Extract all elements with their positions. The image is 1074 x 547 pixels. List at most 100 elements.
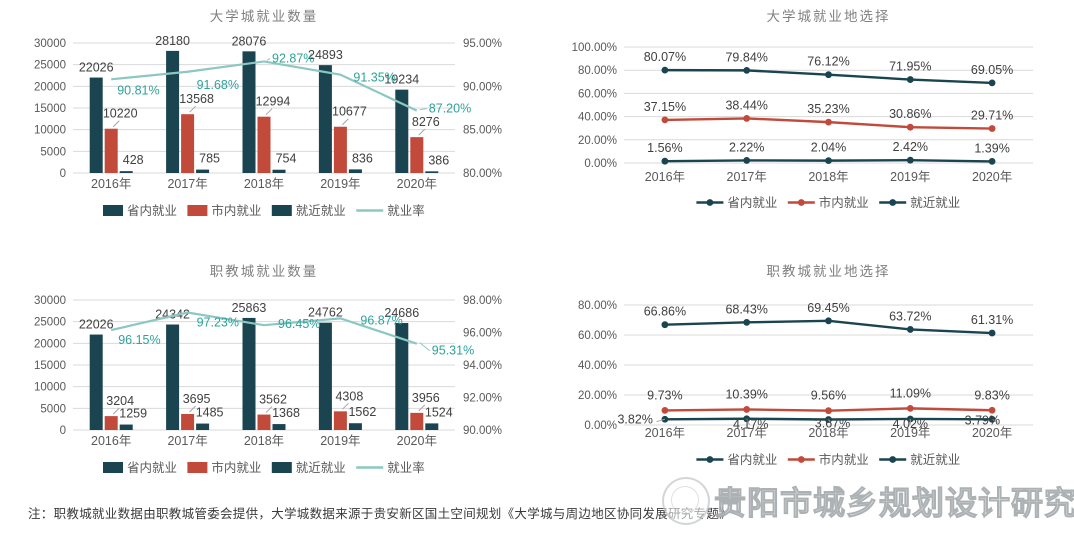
rate-label: 87.20% [429, 102, 471, 116]
line-point [988, 329, 996, 337]
bar-series1 [104, 128, 118, 173]
label-leader [419, 342, 431, 352]
legend-item: 省内就业 [103, 460, 177, 475]
bar-series1 [104, 416, 118, 430]
legend-label: 市内就业 [211, 460, 261, 475]
legend-dot [797, 199, 805, 206]
bar-series2 [119, 424, 133, 430]
legend-item: 就近就业 [271, 460, 346, 475]
legend-swatch [103, 205, 123, 216]
y2-axis-tick: 80.00% [463, 168, 502, 180]
y-axis-tick: 80.00% [578, 65, 617, 77]
y-axis-tick: 60.00% [578, 88, 617, 100]
bar-series1 [181, 114, 195, 173]
bar-series1 [410, 137, 424, 173]
point-label: 3.79% [965, 413, 1000, 427]
label-leader [112, 407, 120, 415]
bar-label: 10220 [103, 107, 138, 121]
x-axis-label: 2019年 [320, 177, 360, 191]
bar-label: 22026 [79, 61, 114, 75]
line-point [988, 415, 996, 423]
rate-label: 96.15% [118, 333, 160, 347]
x-axis-label: 2020年 [397, 177, 437, 191]
rate-line [111, 60, 418, 112]
bar-series0 [395, 323, 409, 430]
bar-series2 [272, 424, 286, 430]
bar-label: 24893 [308, 48, 343, 62]
x-axis-label: 2016年 [645, 426, 685, 440]
bar-series1 [333, 126, 347, 173]
y2-axis-tick: 96.00% [463, 328, 502, 340]
legend-item: 市内就业 [187, 460, 261, 475]
legend-item: 省内就业 [103, 203, 177, 218]
bar-label: 1562 [348, 405, 376, 419]
rate-label: 97.23% [197, 316, 239, 330]
rate-label: 90.81% [117, 83, 159, 97]
label-leader [418, 404, 426, 412]
chart-title: 大学城就业数量 [210, 9, 319, 24]
rate-label: 96.87% [360, 313, 402, 327]
x-axis-label: 2017年 [167, 177, 207, 191]
point-label: 68.43% [725, 302, 767, 316]
x-axis-label: 2018年 [808, 170, 848, 184]
bar-label: 1259 [119, 407, 147, 421]
y-axis-tick: 60.00% [578, 330, 617, 342]
bar-series0 [395, 89, 409, 173]
x-axis-label: 2018年 [244, 434, 284, 448]
legend-item: 就业率 [356, 460, 425, 475]
watermark: 贵阳市城乡规划设计研究院 [662, 477, 1074, 525]
x-axis-label: 2016年 [91, 434, 131, 448]
point-label: 29.71% [971, 109, 1013, 123]
y2-axis-tick: 85.00% [463, 125, 502, 137]
y-axis-tick: 25000 [34, 60, 66, 72]
legend-item: 省内就业 [696, 195, 777, 210]
bar-series2 [348, 169, 362, 173]
y-axis-tick: 100.00% [572, 42, 617, 54]
label-leader [418, 128, 426, 136]
legend-item: 就近就业 [879, 195, 960, 210]
bar-series1 [181, 413, 195, 430]
x-axis-label: 2016年 [91, 177, 131, 191]
point-label: 11.09% [890, 386, 931, 400]
legend-dot [889, 199, 897, 206]
rate-label: 91.35% [353, 71, 395, 85]
label-leader [828, 419, 832, 425]
x-axis-label: 2018年 [808, 426, 848, 440]
bar-label: 428 [123, 153, 144, 167]
line-point [661, 407, 669, 414]
line-point [825, 118, 832, 126]
point-label: 4.17% [733, 418, 768, 432]
chart-vocational-town-employment-count: 职教城就业数量 0 5000 10000 15000 20000 25000 30000 90.… [34, 264, 502, 475]
bar-label: 3956 [412, 391, 440, 405]
legend-label: 省内就业 [127, 460, 177, 475]
chart-university-town-employment-count: 大学城就业数量 0 5000 10000 15000 20000 25000 30000 80.… [34, 9, 502, 218]
line-point [988, 406, 996, 414]
rate-label: 91.68% [197, 78, 239, 92]
chart-university-town-employment-location: 大学城就业地选择 0.00% 20.00% 40.00% 60.00% 80.00% 100… [572, 9, 1033, 210]
legend-label: 就近就业 [910, 452, 960, 467]
line-point [906, 76, 914, 83]
bar-label: 22026 [79, 318, 114, 332]
y-axis-tick: 40.00% [578, 112, 617, 124]
bar-series1 [257, 414, 271, 430]
legend-label: 省内就业 [727, 452, 777, 467]
point-label: 69.45% [807, 301, 849, 315]
point-label: 3.67% [815, 416, 850, 430]
point-label: 1.39% [974, 141, 1009, 155]
bar-series2 [425, 171, 439, 173]
point-label: 63.72% [889, 309, 931, 323]
y2-axis-tick: 98.00% [463, 295, 502, 307]
chart-title: 大学城就业地选择 [767, 9, 891, 24]
y-axis-tick: 20000 [34, 338, 66, 350]
legend-label: 市内就业 [819, 195, 869, 210]
line-point [906, 404, 914, 412]
line-point [988, 157, 996, 165]
legend-label: 市内就业 [819, 452, 869, 467]
legend-item: 市内就业 [787, 195, 869, 210]
y-axis-tick: 15000 [34, 103, 66, 115]
rate-line [110, 311, 418, 345]
bar-label: 10677 [332, 105, 367, 119]
label-leader [189, 405, 196, 413]
bar-label: 386 [428, 153, 449, 167]
